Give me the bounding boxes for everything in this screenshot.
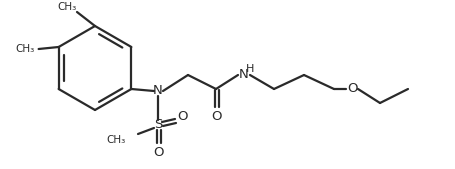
- Text: CH₃: CH₃: [107, 135, 126, 145]
- Text: O: O: [178, 111, 188, 124]
- Text: N: N: [239, 68, 249, 81]
- Text: CH₃: CH₃: [15, 44, 34, 54]
- Text: CH₃: CH₃: [57, 2, 76, 12]
- Text: N: N: [153, 84, 163, 98]
- Text: H: H: [246, 64, 254, 74]
- Text: O: O: [347, 82, 357, 95]
- Text: O: O: [153, 146, 163, 159]
- Text: O: O: [211, 110, 221, 123]
- Text: S: S: [154, 118, 162, 131]
